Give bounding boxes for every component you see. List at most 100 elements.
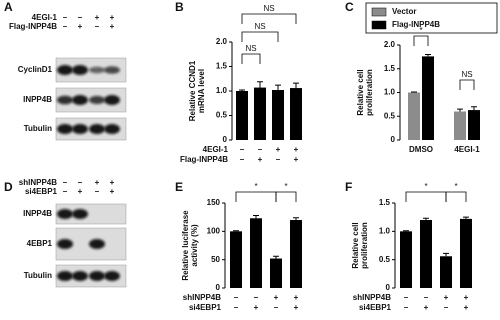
error-bar (423, 217, 429, 220)
significance-bracket (241, 31, 279, 42)
significance-bracket (235, 191, 277, 202)
y-axis-label: activity (%) (190, 224, 199, 267)
y-axis-label: Relative luciferase (181, 210, 190, 281)
y-tick-label: 1.5 (379, 198, 391, 207)
condition-sign: – (63, 13, 68, 22)
blot-band (104, 95, 120, 105)
condition-sign: – (78, 13, 83, 22)
condition-sign: + (464, 293, 469, 302)
condition-sign: + (424, 303, 429, 312)
condition-sign: – (240, 155, 245, 164)
bar (236, 91, 248, 140)
error-bar (239, 89, 245, 91)
condition-sign: + (110, 22, 115, 31)
blot-band (57, 209, 73, 219)
y-tick-label: 50 (211, 255, 220, 264)
condition-sign: – (274, 303, 279, 312)
condition-sign: – (234, 293, 239, 302)
condition-sign: – (258, 145, 263, 154)
blot-band (72, 95, 88, 105)
condition-sign: – (78, 178, 83, 187)
blot-band (89, 239, 105, 249)
condition-sign: + (294, 155, 299, 164)
significance-label: * (424, 182, 427, 191)
significance-bracket (241, 13, 297, 24)
y-axis-label: Relative cell (351, 222, 360, 268)
y-tick-label: 0 (386, 283, 391, 292)
bar (290, 88, 302, 140)
condition-sign: + (258, 155, 263, 164)
blot-band (72, 65, 88, 75)
blot-band (89, 124, 105, 134)
blot-row-label: Tubulin (24, 271, 52, 280)
significance-bracket (459, 79, 475, 90)
legend-swatch (371, 7, 387, 17)
condition-sign: + (294, 145, 299, 154)
significance-label: NS (254, 22, 265, 31)
condition-sign: + (95, 13, 100, 22)
condition-sign: – (240, 145, 245, 154)
y-axis-label: Relative cell (356, 69, 365, 115)
bar (420, 220, 432, 288)
bar (408, 92, 420, 140)
blot-band (72, 209, 88, 219)
condition-sign: + (464, 303, 469, 312)
blot-band (89, 66, 105, 74)
condition-sign: – (424, 293, 429, 302)
significance-label: NS (245, 44, 256, 53)
condition-sign: – (95, 22, 100, 31)
bar (440, 256, 452, 288)
condition-sign: + (95, 178, 100, 187)
significance-label: * (419, 26, 422, 35)
panel-letter: F (345, 180, 352, 194)
condition-sign: – (63, 22, 68, 31)
y-tick-label: 0.5 (379, 255, 391, 264)
blot-band (57, 124, 73, 134)
condition-sign: + (110, 13, 115, 22)
bar (460, 218, 472, 288)
y-axis-label: proliferation (360, 222, 369, 269)
blot-row-label: Tubulin (24, 124, 52, 133)
y-tick-label: 1.5 (216, 62, 228, 71)
error-bar (233, 230, 239, 232)
condition-label: Flag-INPP4B (180, 155, 228, 164)
y-tick-label: 1.0 (384, 88, 396, 97)
y-tick-label: 0.5 (384, 111, 396, 120)
y-tick-label: 0 (391, 135, 396, 144)
significance-bracket (405, 191, 447, 202)
y-tick-label: 0.5 (216, 111, 228, 120)
condition-sign: – (276, 155, 281, 164)
y-tick-label: 2.0 (216, 37, 228, 46)
condition-label: si4EBP1 (25, 187, 58, 196)
y-axis-label: Relative CCND1 (188, 60, 197, 121)
y-tick-label: 1.0 (379, 226, 391, 235)
condition-sign: – (63, 178, 68, 187)
condition-sign: – (95, 187, 100, 196)
blot-band (57, 239, 73, 249)
condition-label: shINPP4B (183, 293, 221, 302)
y-axis-label: mRNA level (197, 69, 206, 113)
legend-box (365, 2, 498, 34)
y-tick-label: 100 (207, 226, 221, 235)
blot-band (57, 65, 73, 75)
y-tick-label: 1.5 (384, 64, 396, 73)
bar (230, 231, 242, 288)
bar (290, 220, 302, 288)
error-bar (425, 54, 431, 57)
significance-bracket (241, 53, 261, 64)
error-bar (293, 82, 299, 89)
error-bar (443, 252, 449, 257)
legend-swatch (371, 20, 387, 30)
bar (250, 218, 262, 288)
significance-label: * (454, 182, 457, 191)
condition-label: si4EBP1 (189, 303, 222, 312)
blot-row-label: INPP4B (23, 95, 52, 104)
error-bar (293, 217, 299, 220)
condition-sign: + (78, 187, 83, 196)
error-bar (471, 106, 477, 111)
error-bar (457, 108, 463, 112)
significance-label: NS (263, 4, 274, 13)
condition-label: 4EGI-1 (203, 145, 229, 154)
error-bar (253, 214, 259, 219)
blot-band (72, 124, 88, 134)
